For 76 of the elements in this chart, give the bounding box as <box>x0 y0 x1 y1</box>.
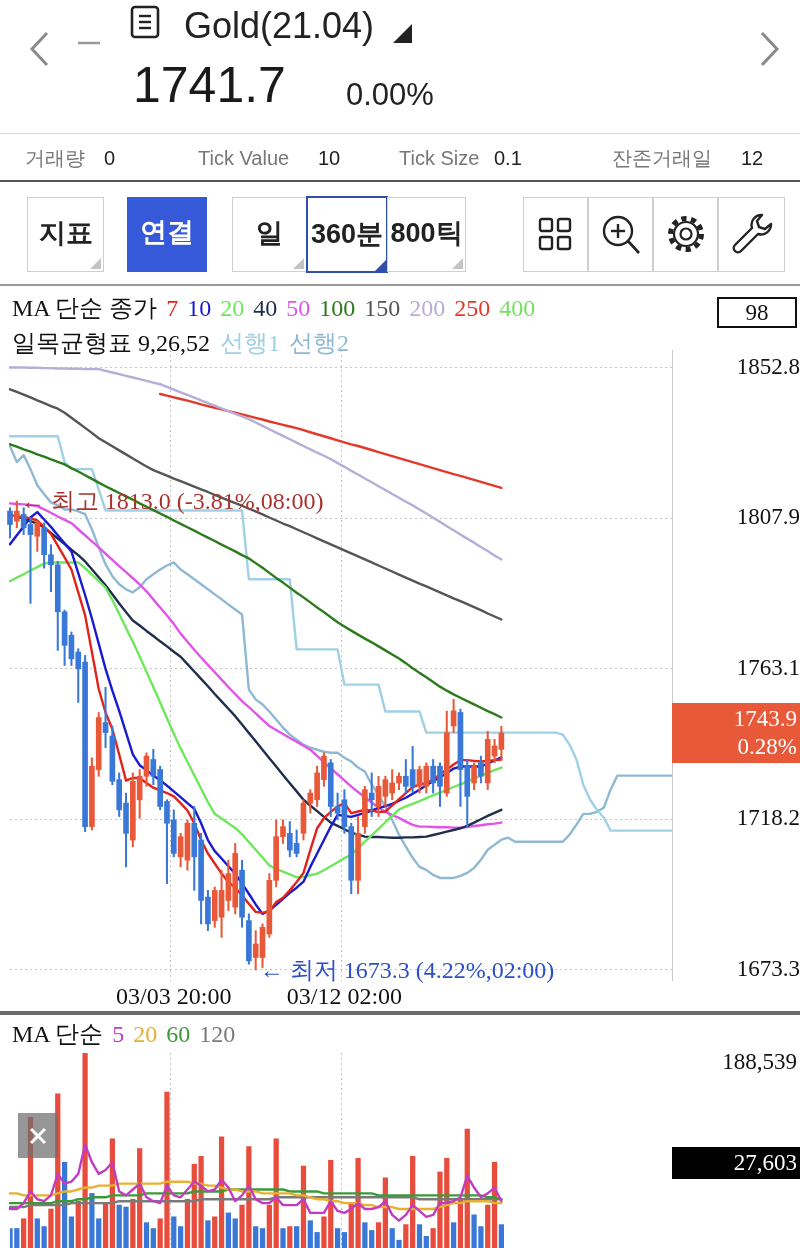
bar <box>423 1235 429 1248</box>
legend-label: 400 <box>499 295 536 321</box>
text: 100 <box>319 295 356 321</box>
text: Tick Value <box>198 147 290 169</box>
bar <box>266 1204 272 1248</box>
text: 거래량 <box>25 147 85 169</box>
legend-title: MA 단순 종가 <box>12 295 158 321</box>
y-tick-label: 1807.9 <box>736 504 800 530</box>
bar <box>150 1228 156 1248</box>
text: 98 <box>717 297 797 328</box>
text: 10 <box>318 147 341 169</box>
bar <box>403 1224 409 1248</box>
bar <box>14 1228 20 1248</box>
text: 10 <box>187 295 212 321</box>
bar <box>450 1222 457 1248</box>
bar <box>232 1218 238 1248</box>
bar <box>294 1226 300 1248</box>
bar <box>416 1224 423 1248</box>
y-tick-label: 1673.3 <box>736 955 800 981</box>
bar <box>205 1220 211 1248</box>
text: 40 <box>253 295 278 321</box>
bar <box>130 1198 136 1248</box>
text: 7 <box>166 295 179 321</box>
text: 1741.7 <box>133 57 286 113</box>
x-tick-label: 03/03 20:00 <box>116 982 232 1009</box>
text: Tick Size <box>399 147 480 169</box>
annotation: ← 최저 1673.3 (4.22%,02:00) <box>259 956 555 983</box>
text: 0.1 <box>494 147 522 169</box>
bar <box>171 1216 177 1248</box>
button: 800틱 <box>387 197 466 272</box>
bar <box>485 1204 491 1248</box>
bar <box>287 1226 293 1248</box>
text: 20 <box>133 1021 158 1047</box>
text: 선행2 <box>289 330 349 356</box>
text: 150 <box>364 295 401 321</box>
text: 5 <box>112 1021 125 1047</box>
text: 12 <box>741 147 764 169</box>
bar <box>102 1202 109 1248</box>
bar <box>375 1222 382 1248</box>
text: 27,603 <box>732 1149 797 1177</box>
button: 지표 <box>27 197 104 272</box>
button: 일 <box>232 197 307 272</box>
text: 50 <box>286 295 311 321</box>
bar <box>21 1218 27 1248</box>
bar <box>259 1228 266 1248</box>
text: 0 <box>104 147 116 169</box>
y-tick-label: 1763.1 <box>736 654 800 680</box>
text: 잔존거래일 <box>612 147 712 169</box>
text: Gold(21.04) <box>184 5 375 46</box>
button: 360분 <box>306 196 388 273</box>
text: 120 <box>199 1021 236 1047</box>
text: 250 <box>454 295 491 321</box>
text: 200 <box>409 295 446 321</box>
bar <box>212 1216 218 1248</box>
text: 188,539 <box>722 1049 797 1074</box>
text: 20 <box>220 295 245 321</box>
legend-title: MA 단순 <box>12 1021 104 1047</box>
text: 0.00% <box>346 77 434 112</box>
button: 연결 <box>127 197 207 272</box>
annotation: 일목균형표 9,26,52 <box>12 330 210 356</box>
text: 60 <box>166 1021 191 1047</box>
bar <box>143 1222 150 1248</box>
bar <box>498 1224 505 1248</box>
bar <box>177 1226 184 1248</box>
y-tick-label: 1718.2 <box>736 805 800 831</box>
text: 1743.9 0.28% <box>732 704 797 761</box>
y-tick-label: 1852.8 <box>736 353 800 379</box>
bar <box>184 1198 191 1248</box>
bar <box>334 1228 341 1248</box>
bar <box>253 1226 259 1248</box>
bar <box>68 1216 75 1248</box>
x-tick-label: 03/12 02:00 <box>286 982 403 1009</box>
bar <box>280 1228 286 1248</box>
bar <box>225 1212 232 1248</box>
bar <box>341 1232 348 1248</box>
text: 선행1 <box>220 330 280 356</box>
